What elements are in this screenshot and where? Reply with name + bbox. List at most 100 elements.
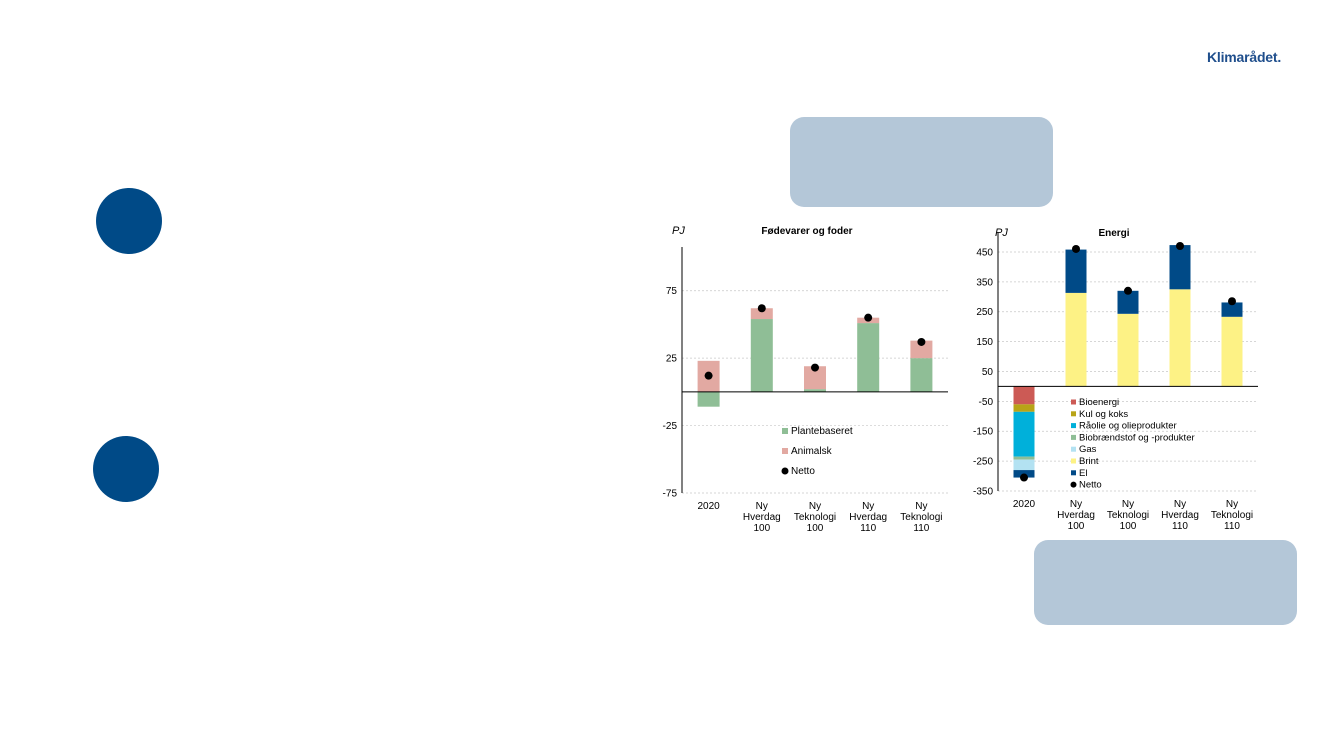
netto-point [1228,297,1236,306]
legend-swatch [1071,458,1076,464]
bar-segment [750,319,773,392]
y-tick-label: -350 [973,487,993,498]
netto-point [704,371,713,380]
x-tick-label: 100 [807,523,824,534]
x-tick-label: Teknologi [794,512,836,523]
bar-segment [1221,316,1243,387]
legend-swatch [1071,411,1076,417]
bullet-circle-2 [93,436,159,502]
legend-swatch [1071,423,1076,429]
netto-point [917,337,926,346]
bar-segment [1065,249,1087,293]
x-tick-label: Teknologi [1211,510,1253,521]
y-tick-label: -25 [663,421,678,432]
legend-label: Brint [1079,456,1099,467]
bar-segment [1013,456,1035,460]
bar-segment [1013,386,1035,405]
y-unit-label: PJ [672,225,685,237]
x-tick-label: 100 [753,523,770,534]
y-tick-label: 150 [976,337,993,348]
legend-label: Kul og koks [1079,409,1128,420]
x-tick-label: 100 [1068,521,1085,532]
legend-swatch [782,448,788,454]
netto-point [757,304,766,313]
callout-box-top [790,117,1053,207]
x-tick-label: Ny [862,501,874,512]
bar-segment [1169,245,1191,290]
klimaraadet-logo: Klimarådet. [1207,49,1282,65]
x-tick-label: 2020 [1013,499,1036,510]
legend-label: Animalsk [791,446,833,457]
x-tick-label: 2020 [697,501,720,512]
x-tick-label: Ny [915,501,927,512]
legend-swatch [1071,470,1076,476]
legend-label: Biobrændstof og -produkter [1079,432,1195,443]
bar-segment [910,358,933,392]
legend-label: Netto [1079,480,1102,491]
y-tick-label: -150 [973,427,993,438]
legend-label: Netto [791,466,815,477]
x-tick-label: 110 [1172,521,1188,532]
bar-segment [910,340,933,359]
bar-segment [750,308,773,320]
y-tick-label: 450 [976,247,993,258]
x-tick-label: Ny [1122,499,1134,510]
legend-swatch [1071,434,1076,440]
y-tick-label: -250 [973,457,993,468]
netto-point [811,363,819,372]
x-tick-label: Teknologi [1107,510,1149,521]
x-tick-label: Ny [1226,499,1238,510]
x-tick-label: Ny [809,501,821,512]
x-tick-label: 110 [913,523,929,534]
bar-segment [1169,289,1191,387]
x-tick-label: Ny [756,501,768,512]
bullet-circle-1 [96,188,162,254]
legend-label: El [1079,468,1087,479]
bar-segment [1013,459,1035,471]
legend-swatch [1070,481,1077,488]
bar-segment [1065,292,1087,387]
legend-label: Bioenergi [1079,397,1119,408]
netto-point [1124,286,1132,295]
x-tick-label: Hverdag [849,512,887,523]
bar-segment [1117,290,1139,314]
bar-segment [1221,302,1243,317]
chart-title: Energi [1098,228,1129,239]
bar-segment [857,323,880,392]
x-tick-label: Ny [1174,499,1186,510]
y-tick-label: -50 [979,397,994,408]
y-tick-label: 350 [976,277,993,288]
y-tick-label: -75 [663,489,678,500]
legend-label: Gas [1079,444,1097,455]
legend-label: Råolie og olieprodukter [1079,421,1177,432]
y-tick-label: 25 [666,354,678,365]
y-tick-label: 50 [982,367,994,378]
bar-segment [1013,404,1035,412]
netto-point [864,313,873,322]
chart-title: Fødevarer og foder [761,226,852,237]
x-tick-label: 110 [1224,521,1240,532]
x-tick-label: Hverdag [1161,510,1199,521]
y-tick-label: 250 [976,307,993,318]
x-tick-label: Teknologi [900,512,942,523]
bar-segment [1013,411,1035,457]
netto-point [1176,241,1184,250]
x-tick-label: Hverdag [1057,510,1095,521]
bar-segment [804,389,826,392]
legend-swatch [782,428,788,434]
legend-swatch [1071,446,1076,452]
energy-chart: 450 350 250 150 50 -50 -150 -250 -350 Energi PJ 202… [973,227,1258,532]
bar-segment [1117,313,1139,387]
legend-swatch [1071,399,1076,405]
netto-point [1072,244,1080,253]
x-tick-label: Ny [1070,499,1082,510]
legend-swatch [781,467,789,475]
x-tick-label: 100 [1120,521,1137,532]
x-tick-label: 110 [860,523,876,534]
bar-segment [697,391,720,407]
y-unit-label: PJ [995,227,1008,239]
callout-box-bottom [1034,540,1297,625]
netto-point [1020,473,1028,482]
bar-segment [804,366,826,390]
